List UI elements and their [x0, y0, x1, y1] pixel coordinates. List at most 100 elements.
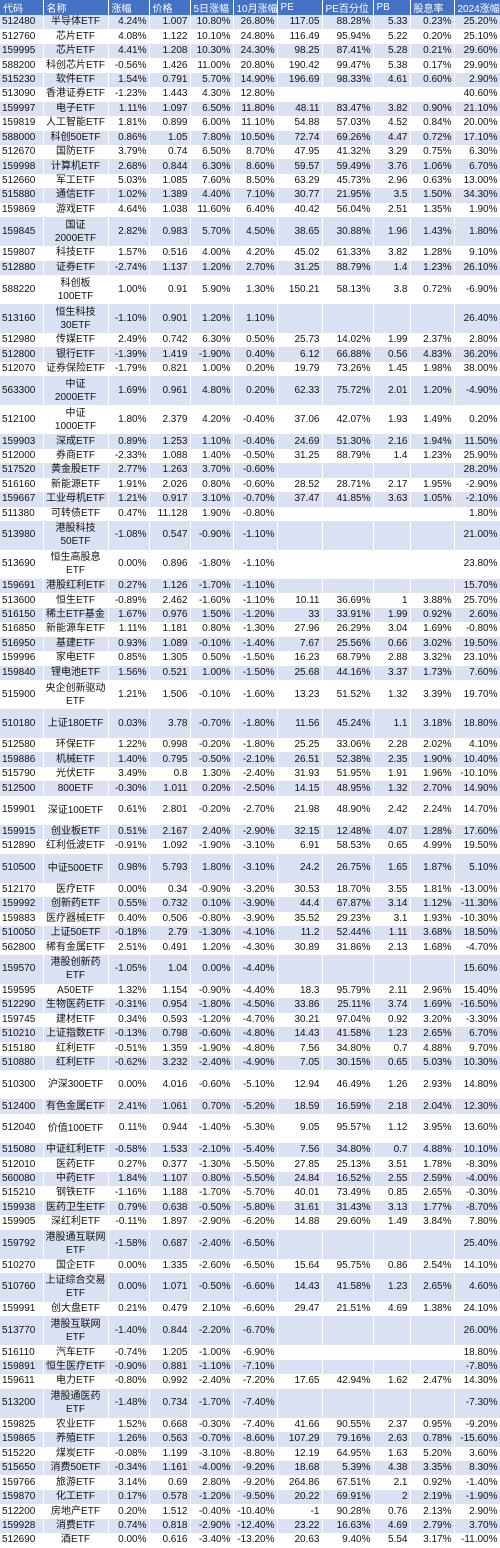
table-row[interactable]: 159905 深红利ETF -0.11% 1.897 -2.90% -6.20% 14.88… [0, 1215, 500, 1230]
table-row[interactable]: 512040 价值100ETF 0.11% 0.944 -1.40% -5.30% 9.05… [0, 1113, 500, 1143]
table-row[interactable]: 512980 传媒ETF 2.49% 0.742 6.30% 0.50% 25.73 14.0… [0, 333, 500, 348]
table-row[interactable]: 159792 港股通互联网ETF -1.58% 0.687 -2.40% -6.50% 25… [0, 1229, 500, 1259]
table-row[interactable]: 515210 钢铁ETF -1.16% 1.188 -1.70% -5.70% 40.01 7… [0, 1186, 500, 1201]
table-row[interactable]: 563300 中证2000ETF 1.69% 0.961 4.80% 0.20% 62.33… [0, 376, 500, 406]
table-row[interactable]: 513980 港股科技50ETF -1.08% 0.547 -0.90% -1.10% 21… [0, 520, 500, 550]
table-row[interactable]: 159869 游戏ETF 4.64% 1.038 11.60% 6.40% 40.42 56.… [0, 202, 500, 218]
table-row[interactable]: 512400 有色金属ETF 2.41% 1.061 0.70% -5.20% 18.59 1… [0, 1099, 500, 1114]
table-row[interactable]: 515900 央企创新驱动ETF 1.21% 1.506 -0.10% -1.60% 13.… [0, 680, 500, 709]
table-row[interactable]: 512890 红利低波ETF -0.91% 1.092 -1.90% -3.10% 6.91… [0, 839, 500, 854]
table-row[interactable]: 515650 消费50ETF -0.34% 1.161 -4.00% -9.20% 18.6… [0, 1461, 500, 1476]
table-row[interactable]: 159870 化工ETF 0.17% 0.578 -1.20% -9.50% 20.22 69… [0, 1489, 500, 1505]
table-row[interactable]: 510050 上证50ETF -0.18% 2.79 -1.30% -4.10% 11.2 5… [0, 925, 500, 941]
table-row[interactable]: 510300 沪深300ETF 0.00% 4.016 -0.60% -5.10% 12.9… [0, 1070, 500, 1100]
table-row[interactable]: 516850 新能源车ETF 1.11% 1.181 0.80% -1.30% 27.96 2… [0, 622, 500, 637]
table-row[interactable]: 516160 新能源ETF 1.91% 2.026 0.80% -0.60% 28.52 28… [0, 477, 500, 493]
table-row[interactable]: 513690 恒生高股息ETF 0.00% 0.896 -1.80% -1.10% 23.8… [0, 549, 500, 579]
table-row[interactable]: 513090 香港证券ETF -1.23% 1.443 4.30% 12.80% 40.60… [0, 87, 500, 102]
table-row[interactable]: 515180 红利ETF -0.51% 1.359 -1.90% -4.80% 7.56 34… [0, 1041, 500, 1056]
table-row[interactable]: 159825 农业ETF 1.52% 0.668 -0.30% -7.40% 41.66 90… [0, 1417, 500, 1433]
column-header-pe-percentile[interactable]: PE百分位 [322, 0, 374, 15]
table-row[interactable]: 159997 电子ETF 1.11% 1.097 6.50% 11.80% 48.11 83.… [0, 101, 500, 117]
column-header-change-oct[interactable]: 10月涨幅 [233, 0, 278, 15]
table-row[interactable]: 159915 创业板ETF 0.51% 2.167 2.40% -2.90% 32.15 12… [0, 824, 500, 840]
table-row[interactable]: 159891 恒生医疗ETF -0.90% 0.881 -1.10% -7.10% -7.8… [0, 1359, 500, 1375]
column-header-change[interactable]: 涨幅 [108, 0, 150, 15]
table-row[interactable]: 510500 中证500ETF 0.98% 5.793 1.80% -3.10% 24.2 2… [0, 853, 500, 883]
table-row[interactable]: 515080 中证红利ETF -0.58% 1.533 -2.10% -5.40% 7.56… [0, 1142, 500, 1158]
table-row[interactable]: 159901 深证100ETF 0.61% 2.801 -0.20% -2.70% 21.9… [0, 795, 500, 825]
table-row[interactable]: 510760 上证综合交易ETF 0.00% 1.071 -0.50% -6.60% 14.… [0, 1272, 500, 1302]
table-row[interactable]: 159611 电力ETF -0.80% 0.992 -2.40% -7.20% 17.65 4… [0, 1374, 500, 1389]
table-row[interactable]: 515790 光伏ETF 3.49% 0.8 1.30% -2.40% 31.93 51.95… [0, 766, 500, 782]
table-row[interactable]: 513770 港股互联网ETF -1.40% 0.844 -2.20% -6.70% 26.… [0, 1316, 500, 1346]
table-row[interactable]: 511380 可转债ETF 0.47% 11.128 1.90% -0.80% 1.80% [0, 506, 500, 521]
table-row[interactable]: 512200 房地产ETF 0.20% 1.512 -0.40% -10.40% -1 90.… [0, 1504, 500, 1519]
cell-pe: 23.22 [277, 1518, 323, 1534]
table-row[interactable]: 515220 煤炭ETF -0.08% 1.199 -3.10% -8.80% 12.19 6… [0, 1446, 500, 1461]
table-row[interactable]: 512880 证券ETF -2.74% 1.137 1.20% 2.70% 31.25 88.… [0, 260, 500, 275]
column-header-price[interactable]: 价格 [149, 0, 191, 15]
table-row[interactable]: 513200 港股通医药ETF -1.48% 0.734 -1.70% -7.40% -7.… [0, 1388, 500, 1418]
table-row[interactable]: 512660 军工ETF 5.03% 1.085 7.60% 8.50% 63.29 45.7… [0, 173, 500, 189]
table-row[interactable]: 512580 环保ETF 1.22% 0.998 -0.20% -1.80% 25.25 33… [0, 738, 500, 753]
table-row[interactable]: 512170 医疗ETF 0.00% 0.34 -0.90% -3.20% 30.53 18.… [0, 882, 500, 898]
table-row[interactable]: 159819 人工智能ETF 1.81% 0.899 6.00% 11.10% 54.88 5… [0, 116, 500, 131]
column-header-dividend-yield[interactable]: 股息率 [410, 0, 455, 15]
table-row[interactable]: 512100 中证1000ETF 1.80% 2.379 4.20% -0.40% 37.0… [0, 405, 500, 435]
table-row[interactable]: 512690 酒ETF 0.00% 0.616 -3.40% -13.20% 20.63 9.… [0, 1533, 500, 1548]
table-row[interactable]: 159845 国证2000ETF 2.82% 0.983 5.70% 4.50% 38.65… [0, 217, 500, 247]
table-row[interactable]: 510210 上证指数ETF -0.13% 0.798 -0.60% -4.80% 14.4… [0, 1027, 500, 1042]
table-row[interactable]: 159865 养殖ETF 1.26% 0.563 -0.70% -8.60% 107.29 7… [0, 1432, 500, 1447]
table-row[interactable]: 515880 通信ETF 1.02% 1.389 4.40% 7.10% 30.77 21.9… [0, 188, 500, 203]
table-row[interactable]: 513600 恒生ETF -0.89% 2.462 -1.60% -1.10% 10.11 3… [0, 593, 500, 608]
table-row[interactable]: 517520 黄金股ETF 2.77% 1.263 3.70% -0.60% 28.20% [0, 463, 500, 478]
column-header-name[interactable]: 名称 [43, 0, 109, 15]
table-row[interactable]: 159691 港股红利ETF 0.27% 1.126 -1.70% -1.10% 15.70… [0, 578, 500, 594]
table-row[interactable]: 588220 科创板100ETF 1.00% 0.91 5.90% 1.30% 150.21… [0, 275, 500, 304]
table-row[interactable]: 562800 稀有金属ETF 2.51% 0.491 1.20% -4.30% 30.89 3… [0, 940, 500, 955]
table-row[interactable]: 159886 机械ETF 1.40% 0.795 -0.50% -2.10% 26.51 52… [0, 752, 500, 767]
table-row[interactable]: 159570 港股创新药ETF -1.05% 1.04 0.00% -4.40% 15.60… [0, 954, 500, 984]
table-row[interactable]: 159995 芯片ETF 4.41% 1.208 10.30% 24.30% 98.25 87… [0, 43, 500, 59]
table-row[interactable]: 510180 上证180ETF 0.03% 3.78 -0.70% -1.80% 11.56… [0, 709, 500, 738]
table-row[interactable]: 588200 科创芯片ETF -0.56% 1.426 11.00% 20.80% 190.… [0, 58, 500, 73]
table-row[interactable]: 513160 恒生科技30ETF -1.10% 0.901 1.20% 1.10% 26.4… [0, 304, 500, 333]
table-row[interactable]: 516150 稀土ETF基金 1.67% 0.976 1.50% -1.20% 33 33.9… [0, 607, 500, 623]
column-header-code[interactable]: 代码 [0, 0, 44, 15]
table-row[interactable]: 512010 医药ETF 0.27% 0.377 -1.30% -5.50% 27.85 25… [0, 1157, 500, 1172]
table-row[interactable]: 159745 建材ETF 0.34% 0.593 -1.20% -4.70% 30.21 97… [0, 1012, 500, 1028]
table-row[interactable]: 159807 科技ETF 1.57% 0.516 4.00% 4.20% 45.02 61.3… [0, 246, 500, 261]
table-row[interactable]: 512500 800ETF -0.30% 1.011 0.20% -2.50% 14.15 4… [0, 781, 500, 796]
table-row[interactable]: 159883 医疗器械ETF 0.40% 0.506 -0.80% -3.90% 35.52… [0, 911, 500, 926]
table-row[interactable]: 515230 软件ETF 1.54% 0.791 5.70% 14.90% 196.69 98… [0, 72, 500, 88]
column-header-pb[interactable]: PB [373, 0, 411, 15]
table-row[interactable]: 512800 银行ETF -1.39% 1.419 -1.90% 0.40% 6.12 66.… [0, 347, 500, 362]
table-row[interactable]: 159938 医药卫生ETF 0.79% 0.638 -0.50% -5.80% 31.61… [0, 1200, 500, 1216]
table-row[interactable]: 159840 锂电池ETF 1.56% 0.521 1.00% -1.50% 25.68 44… [0, 665, 500, 680]
cell-dividend-yield [410, 1345, 455, 1360]
table-row[interactable]: 588000 科创50ETF 0.86% 1.05 7.80% 10.50% 72.74 69… [0, 130, 500, 145]
table-row[interactable]: 159595 A50ETF 1.32% 1.154 -0.90% -4.40% 18.3 95… [0, 983, 500, 999]
table-row[interactable]: 512000 券商ETF -2.33% 1.088 1.40% -0.50% 31.25 88… [0, 448, 500, 464]
table-row[interactable]: 512480 半导体ETF 4.24% 1.007 10.80% 26.80% 117.05… [0, 15, 500, 30]
column-header-change-5d[interactable]: 5日涨幅 [190, 0, 234, 15]
table-row[interactable]: 512070 证券保险ETF -1.79% 0.821 1.00% 0.20% 19.79 7… [0, 361, 500, 377]
table-row[interactable]: 159667 工业母机ETF 1.21% 0.917 3.10% -0.70% 37.47 4… [0, 492, 500, 507]
table-row[interactable]: 516110 汽车ETF -0.74% 1.205 -1.00% -6.90% 18.80% [0, 1345, 500, 1360]
table-row[interactable]: 510270 国企ETF 0.00% 1.335 -2.60% -6.50% 15.64 95… [0, 1258, 500, 1273]
table-row[interactable]: 159928 消费ETF 0.74% 0.818 -2.90% -12.40% 23.22 1… [0, 1518, 500, 1534]
table-row[interactable]: 510880 红利ETF -0.62% 3.232 -2.40% -4.90% 7.05 30… [0, 1056, 500, 1071]
table-row[interactable]: 159992 创新药ETF 0.55% 0.732 0.10% -3.90% 44.4 67.… [0, 897, 500, 912]
table-row[interactable]: 516950 基建ETF 0.93% 1.089 -0.10% -1.40% 7.67 25.… [0, 636, 500, 652]
column-header-pe[interactable]: PE [277, 0, 323, 15]
table-row[interactable]: 159991 创大盘ETF 0.21% 0.479 2.10% -6.60% 29.47 21… [0, 1301, 500, 1317]
table-row[interactable]: 512670 国防ETF 3.79% 0.74 6.50% 8.70% 47.95 41.32… [0, 144, 500, 160]
table-row[interactable]: 159903 深成ETF 0.89% 1.253 1.10% -0.40% 24.69 51.… [0, 434, 500, 449]
table-row[interactable]: 560080 中药ETF 1.84% 1.107 0.80% -5.50% 24.84 16.… [0, 1171, 500, 1187]
column-header-change-2024[interactable]: 2024涨幅 [454, 0, 500, 15]
table-row[interactable]: 159998 计算机ETF 2.68% 0.844 6.30% 8.60% 59.57 59.… [0, 159, 500, 174]
table-row[interactable]: 159996 家电ETF 0.85% 1.305 0.50% -1.50% 16.23 68.… [0, 651, 500, 666]
table-row[interactable]: 512290 生物医药ETF -0.31% 0.954 -1.80% -4.50% 33.8… [0, 998, 500, 1013]
table-row[interactable]: 512760 芯片ETF 4.08% 1.122 10.10% 24.80% 116.49 9… [0, 29, 500, 44]
